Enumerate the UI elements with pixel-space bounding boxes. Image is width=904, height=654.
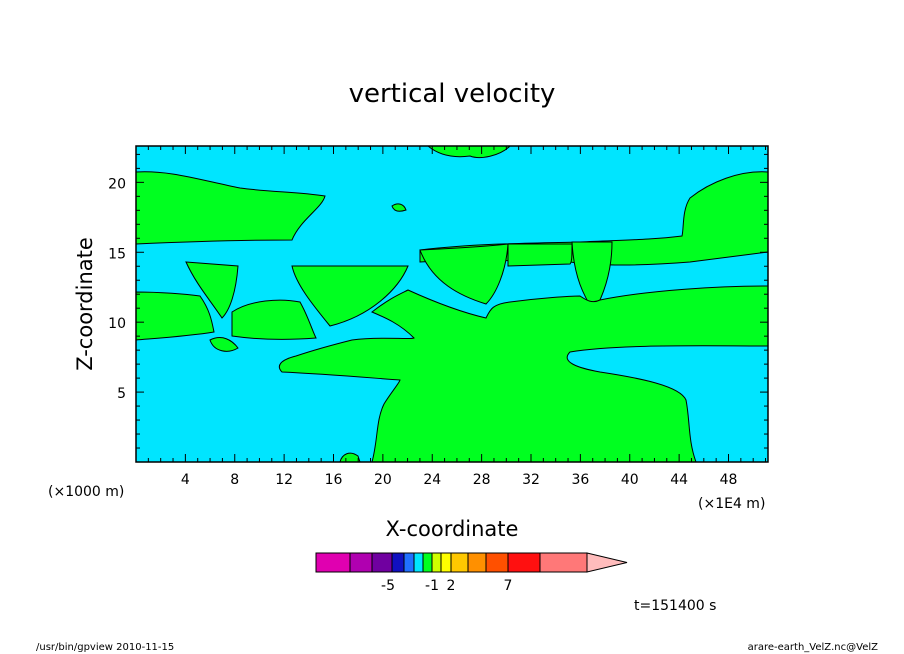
x-tick-label: 36 bbox=[571, 472, 589, 488]
colorbar-swatch bbox=[422, 552, 433, 573]
x-tick-label: 4 bbox=[181, 472, 190, 488]
contour-wedge-1 bbox=[185, 261, 239, 319]
colorbar-swatch bbox=[371, 552, 393, 573]
contour-upper-right bbox=[419, 171, 769, 266]
x-tick-label: 12 bbox=[275, 472, 293, 488]
chart-title: vertical velocity bbox=[349, 79, 556, 109]
colorbar-swatch bbox=[467, 552, 487, 573]
colorbar-swatch bbox=[431, 552, 442, 573]
x-unit-right: (×1E4 m) bbox=[698, 496, 765, 512]
footer-left: /usr/bin/gpview 2010-11-15 bbox=[36, 642, 174, 653]
y-axis-title: Z-coordinate bbox=[73, 237, 97, 371]
contour-lower-mid-1 bbox=[231, 299, 317, 340]
x-tick-label: 8 bbox=[230, 472, 239, 488]
colorbar-swatch bbox=[440, 552, 452, 573]
colorbar-swatch bbox=[403, 552, 415, 573]
y-tick-label: 5 bbox=[117, 386, 126, 402]
colorbar-swatch bbox=[391, 552, 405, 573]
colorbar: -5 -1 2 7 bbox=[315, 552, 628, 594]
time-label: t=151400 s bbox=[634, 598, 716, 614]
contour-wedge-2 bbox=[291, 265, 409, 327]
x-tick-label: 20 bbox=[374, 472, 392, 488]
contour-wedge-4 bbox=[507, 243, 573, 267]
y-tick-label: 15 bbox=[108, 246, 126, 262]
colorbar-swatch bbox=[349, 552, 373, 573]
colorbar-label: -1 bbox=[425, 578, 439, 594]
contour-blob-small bbox=[391, 203, 407, 212]
colorbar-swatch bbox=[485, 552, 509, 573]
colorbar-swatch bbox=[539, 552, 588, 573]
contour-lower-main bbox=[278, 285, 769, 463]
x-tick-label: 28 bbox=[473, 472, 491, 488]
positive-regions bbox=[135, 145, 769, 463]
contour-blob-top bbox=[426, 145, 512, 159]
x-unit-left: (×1000 m) bbox=[48, 484, 124, 500]
colorbar-swatch bbox=[450, 552, 469, 573]
y-tick-label: 20 bbox=[108, 176, 126, 192]
footer-right: arare-earth_VelZ.nc@VelZ bbox=[748, 642, 879, 653]
x-tick-label: 40 bbox=[621, 472, 639, 488]
colorbar-label: 2 bbox=[447, 578, 456, 594]
colorbar-swatch bbox=[315, 552, 351, 573]
colorbar-label: -5 bbox=[381, 578, 395, 594]
x-tick-label: 44 bbox=[670, 472, 688, 488]
colorbar-extension bbox=[586, 552, 628, 573]
y-tick-label: 10 bbox=[108, 316, 126, 332]
contour-upper-left bbox=[135, 171, 326, 245]
colorbar-swatch bbox=[413, 552, 424, 573]
x-tick-label: 48 bbox=[720, 472, 738, 488]
contour-lower-left bbox=[135, 291, 215, 341]
contour-blob-bottom bbox=[339, 452, 361, 463]
colorbar-swatch bbox=[507, 552, 541, 573]
x-axis-title: X-coordinate bbox=[386, 517, 519, 541]
colorbar-label: 7 bbox=[504, 578, 513, 594]
x-tick-label: 16 bbox=[325, 472, 343, 488]
contour-wedge-3 bbox=[419, 243, 509, 305]
x-tick-label: 32 bbox=[522, 472, 540, 488]
contour-lower-mid-2 bbox=[209, 337, 239, 352]
x-tick-label: 24 bbox=[423, 472, 441, 488]
plot-frame bbox=[135, 145, 769, 463]
